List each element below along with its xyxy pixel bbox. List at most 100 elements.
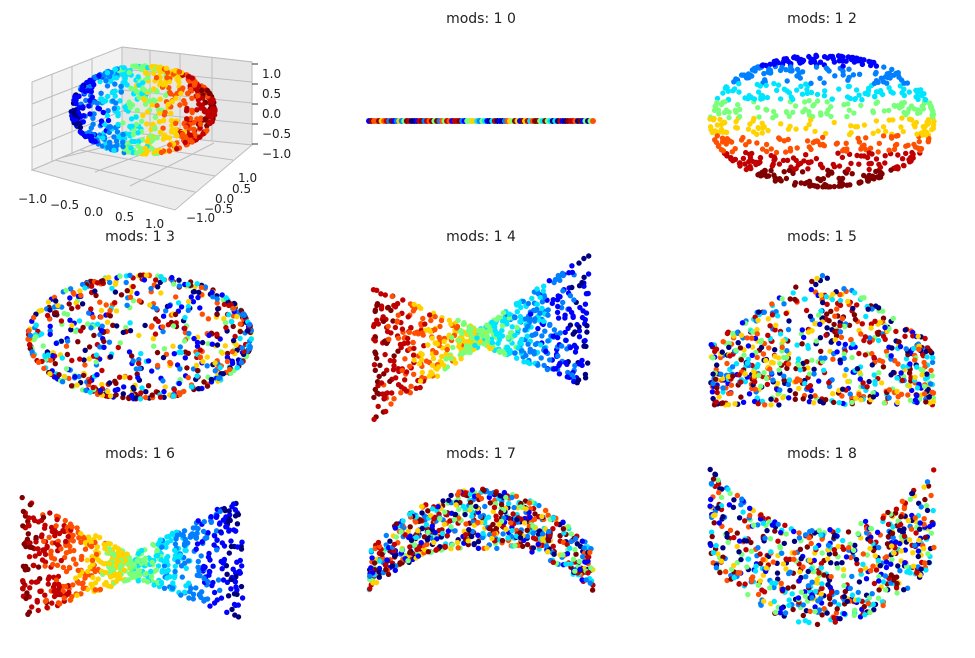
scatter-point <box>71 117 77 123</box>
scatter-point <box>895 152 901 158</box>
scatter-point <box>456 337 462 344</box>
scatter-point <box>152 331 159 337</box>
scatter-point <box>559 343 565 349</box>
scatter-point <box>563 561 569 567</box>
scatter-point <box>246 322 253 328</box>
scatter-point <box>57 591 63 598</box>
scatter-point <box>576 324 582 330</box>
scatter-point <box>206 90 212 97</box>
scatter-point <box>763 357 769 364</box>
scatter-point <box>51 593 58 600</box>
scatter-point <box>382 351 388 358</box>
scatter-point <box>27 502 33 508</box>
scatter-point <box>919 92 925 99</box>
scatter-point <box>914 131 920 137</box>
scatter-point <box>925 139 931 145</box>
scatter-point <box>232 528 239 534</box>
scatter-point <box>176 277 182 283</box>
scatter-point <box>459 330 465 337</box>
scatter-point <box>836 400 842 406</box>
scatter-point <box>125 577 131 583</box>
scatter-point <box>768 396 774 402</box>
scatter-point <box>838 183 845 189</box>
scatter-point <box>142 322 148 329</box>
scatter-point <box>100 109 107 116</box>
scatter-point <box>126 69 132 76</box>
scatter-point <box>714 362 720 368</box>
scatter-point <box>369 555 375 561</box>
scatter-point <box>88 78 94 84</box>
scatter-point <box>163 92 169 99</box>
scatter-point <box>447 518 453 524</box>
scatter-point <box>380 391 386 397</box>
scatter-point <box>785 381 792 388</box>
scatter-point <box>907 397 914 403</box>
scatter-point <box>215 375 222 381</box>
scatter-point <box>162 81 168 87</box>
scatter-point <box>787 296 793 302</box>
scatter-point <box>560 272 566 279</box>
scatter-point <box>449 542 456 548</box>
scatter-point <box>96 72 102 79</box>
scatter-point <box>161 388 167 395</box>
scatter-point <box>27 342 33 348</box>
scatter-point <box>107 354 114 360</box>
scatter-point <box>522 316 529 322</box>
scatter-point <box>182 100 188 107</box>
scatter-point <box>107 307 113 314</box>
scatter-point <box>62 538 69 545</box>
scatter-point <box>214 296 220 302</box>
scatter-point <box>163 134 170 141</box>
scatter-point <box>854 152 860 159</box>
scatter-point <box>23 595 29 602</box>
scatter-point <box>858 397 864 403</box>
scatter-point <box>872 318 878 324</box>
scatter-point <box>723 141 729 147</box>
scatter-point <box>824 99 830 105</box>
scatter-point <box>823 397 829 403</box>
scatter-point <box>214 331 220 337</box>
scatter-point <box>222 343 228 349</box>
scatter-point <box>514 324 520 331</box>
scatter-point <box>804 138 811 144</box>
scatter-point <box>866 161 872 167</box>
scatter-point <box>842 323 848 330</box>
scatter-point <box>44 312 51 319</box>
scatter-point <box>33 322 39 328</box>
scatter-point <box>62 517 68 524</box>
scatter-point <box>69 357 75 364</box>
scatter-point <box>406 329 413 335</box>
scatter-point <box>138 350 144 357</box>
scatter-point <box>34 599 40 605</box>
scatter-point <box>120 391 127 397</box>
scatter-point <box>576 558 582 565</box>
scatter-point <box>747 154 754 161</box>
scatter-point <box>114 129 121 135</box>
scatter-point <box>765 316 771 322</box>
scatter-point <box>589 587 596 593</box>
scatter-point <box>780 394 786 401</box>
scatter-point <box>572 568 578 574</box>
scatter-point <box>422 321 428 327</box>
scatter-point <box>72 112 78 119</box>
scatter-point <box>399 367 405 374</box>
scatter-point <box>890 369 896 376</box>
scatter-point <box>822 355 828 361</box>
scatter-point <box>824 311 830 317</box>
scatter-point <box>198 553 204 559</box>
scatter-point <box>465 538 471 544</box>
scatter-point <box>859 143 865 150</box>
scatter-point <box>721 119 728 125</box>
scatter-point <box>550 333 556 339</box>
scatter-point <box>779 296 785 302</box>
scatter-point <box>512 332 518 339</box>
scatter-point <box>563 360 569 366</box>
scatter-point <box>127 272 133 278</box>
scatter-point <box>226 550 232 556</box>
scatter-point <box>64 351 71 358</box>
scatter-point <box>582 301 589 307</box>
scatter-point <box>228 538 234 544</box>
scatter-point <box>434 373 441 379</box>
scatter-point <box>155 66 161 72</box>
scatter-point <box>866 378 872 385</box>
